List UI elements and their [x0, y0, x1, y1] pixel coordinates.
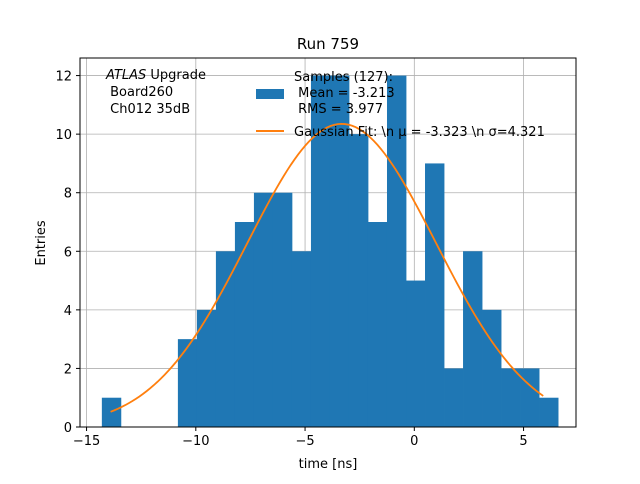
legend-histogram-rms: RMS = 3.977 — [294, 102, 383, 117]
legend-histogram-swatch — [256, 89, 284, 99]
y-tick-label: 2 — [64, 362, 72, 377]
histogram-bar-14 — [367, 222, 388, 427]
histogram-bar-7 — [234, 222, 255, 427]
legend-histogram-label: Samples (127): — [294, 70, 393, 85]
legend-fit-label: Gaussian Fit: \n μ = -3.323 \n σ=4.321 — [294, 125, 545, 140]
y-axis-ticks: 0 2 4 6 8 10 12 — [55, 70, 80, 436]
y-tick-label: 8 — [64, 187, 72, 202]
gaussian-fit — [110, 122, 544, 413]
annotation-line-2: Board260 — [106, 85, 173, 100]
histogram-bar-17 — [425, 163, 445, 427]
annotation-line-1: ATLAS Upgrade — [105, 68, 206, 83]
annotation-experiment: ATLAS — [105, 68, 146, 83]
chart-title: Run 759 — [297, 35, 359, 53]
histogram-bar-21 — [501, 368, 521, 427]
y-tick-label: 0 — [64, 421, 72, 436]
histogram-bar-18 — [444, 368, 464, 427]
histogram-bar-16 — [406, 280, 426, 427]
x-axis-ticks: −15 −10 −5 0 5 — [73, 427, 528, 449]
histogram-bar-11 — [310, 75, 331, 428]
histogram-bar-9 — [272, 192, 293, 427]
legend: Samples (127): Mean = -3.213 RMS = 3.977… — [256, 70, 545, 140]
histogram-bar-23 — [539, 397, 559, 427]
histogram-bar-20 — [482, 309, 502, 427]
annotation-upgrade: Upgrade — [146, 68, 206, 83]
y-axis-label: Entries — [34, 220, 49, 266]
legend-histogram-mean: Mean = -3.213 — [294, 86, 395, 101]
y-tick-label: 6 — [64, 245, 72, 260]
annotation-block: ATLAS Upgrade Board260 Ch012 35dB — [105, 68, 206, 117]
y-tick-label: 4 — [64, 304, 72, 319]
x-tick-label: 5 — [519, 434, 527, 449]
y-tick-label: 10 — [55, 128, 72, 143]
x-tick-label: −10 — [182, 434, 209, 449]
histogram-bar-19 — [463, 251, 483, 427]
annotation-line-3: Ch012 35dB — [106, 102, 190, 117]
histogram-bar-8 — [253, 192, 274, 427]
histogram-bar-13 — [348, 134, 369, 427]
x-tick-label: −5 — [295, 434, 314, 449]
y-tick-label: 12 — [55, 70, 72, 85]
x-axis-label: time [ns] — [299, 457, 358, 472]
histogram-bar-22 — [520, 368, 540, 427]
gaussian-fit-curve — [110, 122, 544, 413]
x-tick-label: 0 — [410, 434, 418, 449]
plot-frame — [79, 57, 577, 428]
x-tick-label: −15 — [73, 434, 100, 449]
histogram-bar-5 — [196, 309, 217, 427]
histogram-bar-12 — [329, 75, 350, 428]
histogram-bar-10 — [291, 251, 312, 427]
histogram-bar-4 — [177, 339, 198, 427]
histogram-bar-6 — [215, 251, 236, 427]
